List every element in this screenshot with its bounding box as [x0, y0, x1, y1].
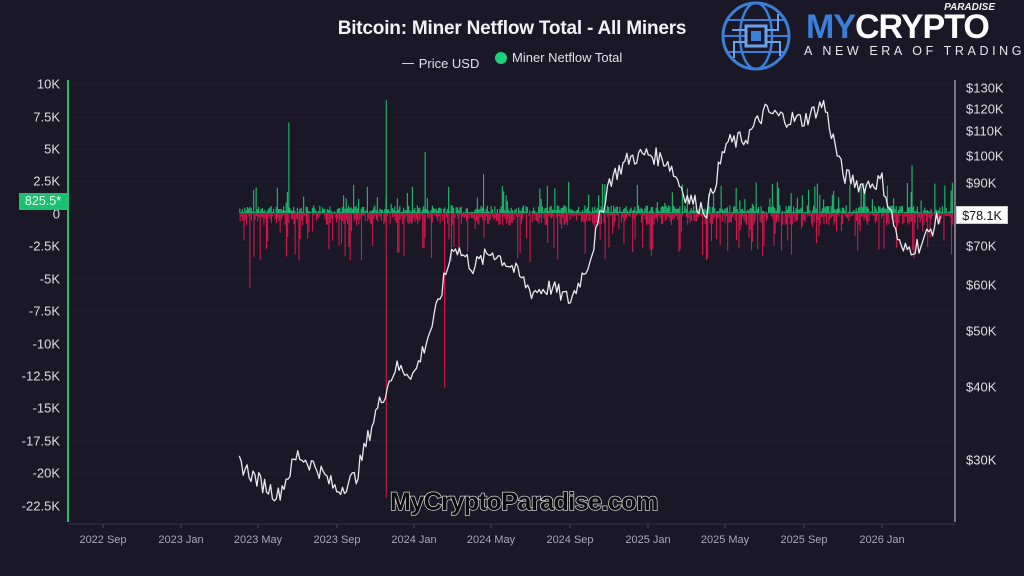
- netflow-bars[interactable]: [239, 100, 954, 498]
- right-tick: $70K: [966, 238, 997, 254]
- legend-item-price[interactable]: Price USD: [401, 55, 480, 71]
- right-tick: $50K: [966, 323, 997, 339]
- left-tick: -5K: [39, 271, 60, 287]
- x-tick: 2024 Sep: [546, 534, 594, 546]
- left-tick: 7.5K: [33, 109, 60, 125]
- line-swatch-icon: [401, 62, 414, 64]
- left-tick: 0: [52, 206, 60, 222]
- logo-my: MY: [806, 8, 856, 46]
- left-tick: 5K: [44, 141, 60, 157]
- right-tick: $100K: [966, 148, 1004, 164]
- right-tick: $130K: [966, 80, 1004, 96]
- right-tick: $110K: [966, 123, 1003, 139]
- x-tick: 2024 Jan: [391, 534, 437, 546]
- left-tick: 2.5K: [33, 173, 60, 189]
- logo-crypto: CRYPTO: [855, 8, 990, 46]
- x-tick: 2025 May: [700, 534, 750, 546]
- watermark-text: MyCryptoParadise.com: [389, 487, 659, 517]
- left-tick: -20K: [32, 465, 60, 481]
- left-tick: -2.5K: [28, 238, 60, 254]
- x-tick: 2024 May: [466, 534, 516, 546]
- legend-label-price: Price USD: [418, 55, 480, 71]
- right-tick: $40K: [966, 379, 997, 395]
- x-tick-marks: [102, 524, 883, 528]
- x-tick: 2025 Sep: [780, 534, 828, 546]
- logo-superscript: PARADISE: [944, 2, 995, 13]
- x-tick: 2022 Sep: [79, 534, 127, 546]
- right-tick: $90K: [966, 175, 997, 191]
- x-tick: 2023 Sep: [313, 534, 361, 546]
- x-tick: 2025 Jan: [625, 534, 671, 546]
- x-tick: 2023 May: [233, 534, 283, 546]
- legend: Price USD Miner Netflow Total: [0, 50, 1024, 71]
- x-tick: 2023 Jan: [158, 534, 204, 546]
- right-tick: $60K: [966, 277, 997, 293]
- left-tick: -12.5K: [21, 368, 60, 384]
- chart-title: Bitcoin: Miner Netflow Total - All Miner…: [0, 18, 1024, 40]
- chart-title-text: Bitcoin: Miner Netflow Total - All Miner…: [337, 18, 687, 39]
- right-tick: $30K: [966, 452, 997, 468]
- left-tick: -7.5K: [28, 303, 60, 319]
- left-tick: -17.5K: [21, 433, 60, 449]
- grid-lines: [70, 83, 953, 507]
- current-price-badge: $78.1K: [956, 206, 1008, 224]
- left-tick: -22.5K: [21, 498, 60, 514]
- left-tick: -10K: [32, 336, 60, 352]
- left-tick: 10K: [36, 76, 60, 92]
- right-tick: $120K: [966, 101, 1004, 117]
- legend-label-netflow: Miner Netflow Total: [512, 50, 623, 65]
- globe-chip-icon: [721, 1, 791, 71]
- logo-wordmark: MYCRYPTO: [806, 8, 990, 46]
- dot-swatch-icon: [495, 51, 507, 64]
- left-tick: -15K: [32, 400, 60, 416]
- current-netflow-badge: 825.5*: [19, 193, 67, 210]
- price-line[interactable]: [238, 99, 942, 502]
- brand-logo: PARADISE MYCRYPTO A NEW ERA OF TRADING: [718, 0, 1024, 72]
- logo-tagline: A NEW ERA OF TRADING: [804, 44, 1024, 58]
- x-tick: 2026 Jan: [859, 534, 905, 546]
- legend-item-netflow[interactable]: Miner Netflow Total: [495, 50, 622, 65]
